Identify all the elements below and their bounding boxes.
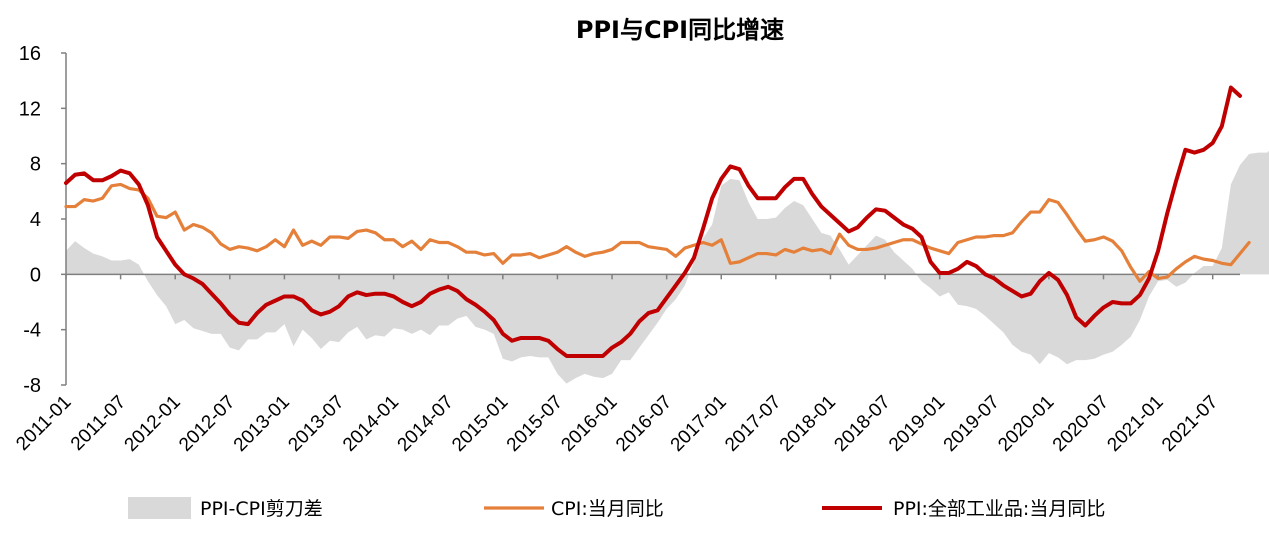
x-tick-label: 2012-01 [121, 392, 185, 456]
y-tick-label: 4 [30, 209, 41, 231]
x-tick-label: 2014-01 [339, 392, 403, 456]
x-tick-label: 2017-07 [721, 392, 785, 456]
legend-item-0: PPI-CPI剪刀差 [128, 497, 323, 520]
y-tick-label: 0 [30, 264, 41, 286]
x-tick-label: 2014-07 [394, 392, 458, 456]
axes [61, 52, 1240, 386]
x-tick-label: 2019-01 [885, 392, 949, 456]
legend-label: PPI:全部工业品:当月同比 [893, 498, 1105, 520]
x-tick-label: 2013-07 [284, 392, 348, 456]
x-tick-label: 2016-01 [557, 392, 621, 456]
legend-item-1: CPI:当月同比 [484, 498, 664, 520]
x-tick-label: 2018-01 [776, 392, 840, 456]
x-tick-label: 2019-07 [940, 392, 1004, 456]
x-tick-label: 2012-07 [175, 392, 239, 456]
x-tick-label: 2018-07 [830, 392, 894, 456]
legend-item-2: PPI:全部工业品:当月同比 [822, 498, 1105, 520]
x-tick-label: 2021-07 [1158, 392, 1222, 456]
legend-label: CPI:当月同比 [551, 498, 664, 520]
y-tick-label: -8 [23, 375, 41, 397]
series-area-0 [66, 150, 1269, 384]
y-tick-label: 12 [19, 98, 41, 120]
x-tick-label: 2011-01 [12, 392, 75, 455]
x-tick-label: 2015-07 [503, 392, 567, 456]
chart-title: PPI与CPI同比增速 [576, 16, 784, 44]
x-tick-label: 2020-07 [1049, 392, 1113, 456]
legend-swatch [128, 497, 191, 519]
x-tick-label: 2021-01 [1103, 392, 1167, 456]
series-line-2 [64, 85, 1242, 358]
x-tick-label: 2013-01 [230, 392, 294, 456]
legend: PPI-CPI剪刀差 CPI:当月同比 PPI:全部工业品:当月同比 [128, 497, 1105, 520]
x-tick-label: 2015-01 [448, 392, 512, 456]
x-tick-label: 2020-01 [994, 392, 1058, 456]
x-tick-label: 2017-01 [667, 392, 731, 456]
series-line-1 [64, 182, 1251, 283]
x-tick-label: 2011-07 [67, 392, 130, 455]
y-tick-label: -4 [23, 320, 41, 342]
y-tick-label: 16 [19, 43, 41, 65]
y-tick-label: 8 [30, 154, 41, 176]
legend-label: PPI-CPI剪刀差 [200, 498, 323, 520]
line-layer [64, 85, 1251, 358]
x-axis-ticks: 2011-012011-072012-012012-072013-012013-… [12, 392, 1222, 456]
area-layer [66, 150, 1269, 384]
y-axis-ticks: 16 12 8 4 0 -4 -8 [19, 43, 41, 397]
x-tick-label: 2016-07 [612, 392, 676, 456]
